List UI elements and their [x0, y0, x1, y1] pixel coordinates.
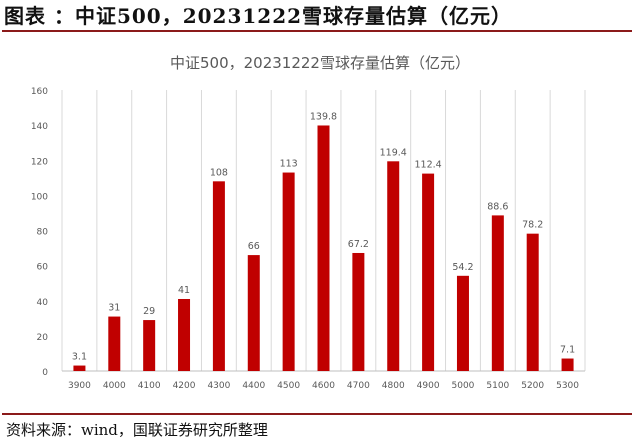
data-label: 108 [210, 167, 228, 178]
data-label: 119.4 [380, 147, 407, 158]
bar [178, 298, 191, 371]
data-label: 54.2 [452, 262, 473, 273]
data-label: 113 [280, 159, 298, 170]
bar [282, 172, 295, 371]
y-tick-label: 100 [31, 192, 48, 202]
x-tick-label: 4600 [312, 381, 335, 391]
y-tick-label: 140 [31, 122, 48, 132]
x-tick-label: 4400 [242, 381, 265, 391]
y-tick-label: 120 [31, 157, 48, 167]
y-tick-label: 80 [37, 228, 49, 238]
data-label: 31 [108, 303, 120, 314]
figure-title: 图表 ：中证500，20231222雪球存量估算（亿元） [4, 4, 513, 28]
bottom-rule [2, 413, 632, 415]
bar [108, 316, 121, 371]
data-label: 41 [178, 285, 190, 296]
bar [317, 125, 330, 371]
y-tick-label: 40 [37, 298, 49, 308]
x-tick-label: 4700 [347, 381, 370, 391]
y-tick-label: 160 [31, 87, 48, 97]
data-label: 112.4 [414, 160, 441, 171]
x-tick-label: 3900 [68, 381, 91, 391]
bar [73, 365, 86, 371]
data-label: 88.6 [487, 201, 508, 212]
bar [561, 358, 574, 371]
source-note: 资料来源：wind，国联证券研究所整理 [6, 421, 268, 439]
bar-chart: 中证500，20231222雪球存量估算（亿元） 0 20 40 60 80 100 120… [31, 54, 586, 391]
x-tick-label: 4100 [138, 381, 161, 391]
x-tick-label: 4500 [277, 381, 300, 391]
y-tick-label: 20 [37, 333, 49, 343]
top-rule [2, 30, 632, 32]
data-label: 67.2 [348, 239, 369, 250]
x-tick-label: 5000 [452, 381, 475, 391]
data-label: 7.1 [560, 345, 575, 356]
x-tick-label: 5300 [556, 381, 579, 391]
x-tick-label: 4200 [173, 381, 196, 391]
data-label: 29 [143, 306, 155, 317]
x-tick-label: 5200 [521, 381, 544, 391]
bar [143, 320, 156, 371]
bar [212, 181, 225, 371]
x-tick-label: 4900 [417, 381, 440, 391]
x-tick-label: 4300 [207, 381, 230, 391]
data-label: 139.8 [310, 111, 337, 122]
chart-title: 中证500，20231222雪球存量估算（亿元） [170, 54, 470, 72]
x-tick-label: 4000 [103, 381, 126, 391]
x-tick-label: 5100 [486, 381, 509, 391]
x-axis: 3900 4000 4100 4200 4300 4400 4500 4600 4700 4800… [68, 381, 579, 391]
y-axis: 0 20 40 60 80 100 120 140 160 [31, 87, 48, 378]
y-tick-label: 0 [42, 368, 48, 378]
bar [422, 173, 435, 371]
data-labels: 3.1 31 29 41 108 66 113 139.8 67.2 119.4 112.4 54.2… [72, 111, 575, 362]
bar [526, 233, 539, 371]
bar [387, 161, 400, 371]
bar [456, 275, 469, 371]
data-label: 3.1 [72, 352, 87, 363]
bar [352, 252, 365, 371]
bar [247, 255, 260, 371]
data-label: 78.2 [522, 220, 543, 231]
data-label: 66 [248, 241, 260, 252]
bar-series [73, 125, 574, 371]
bar [491, 215, 504, 371]
y-tick-label: 60 [37, 263, 49, 273]
x-tick-label: 4800 [382, 381, 405, 391]
